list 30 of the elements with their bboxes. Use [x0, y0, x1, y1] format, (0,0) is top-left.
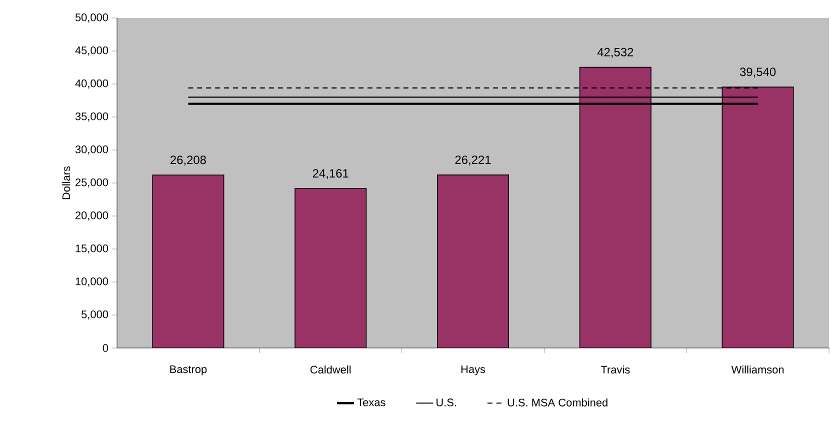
data-label: 24,161	[312, 169, 348, 180]
data-label: 26,208	[170, 156, 206, 166]
y-tick-label: 50,000	[75, 13, 108, 23]
x-tick-label: Travis	[600, 365, 630, 374]
bar	[294, 188, 367, 348]
y-tick-label: 5,000	[82, 310, 108, 320]
legend-label: U.S.	[436, 398, 456, 406]
y-tick-label: 35,000	[75, 112, 108, 122]
x-tick-label: Williamson	[731, 365, 784, 374]
y-tick-label: 25,000	[76, 178, 108, 188]
bar	[152, 174, 224, 348]
bar	[722, 86, 794, 348]
y-tick-label: 15,000	[76, 244, 108, 254]
data-label: 39,540	[740, 68, 776, 78]
legend-label: Texas	[357, 398, 386, 406]
y-tick-label: 20,000	[76, 211, 108, 221]
x-tick-label: Caldwell	[310, 365, 351, 374]
legend-label: U.S. MSA Combined	[508, 398, 608, 406]
data-label: 26,221	[455, 156, 491, 166]
bar	[437, 174, 510, 348]
x-tick-label: Bastrop	[170, 365, 207, 376]
y-tick-label: 0	[102, 344, 108, 352]
data-label: 42,532	[597, 48, 634, 58]
x-tick-label: Hays	[461, 365, 486, 376]
y-tick-label: 45,000	[75, 46, 108, 56]
y-tick-label: 30,000	[75, 145, 108, 155]
bar	[579, 66, 652, 348]
y-tick-label: 40,000	[75, 79, 108, 89]
y-tick-label: 10,000	[76, 277, 108, 287]
y-axis-title: Dollars	[62, 166, 70, 200]
